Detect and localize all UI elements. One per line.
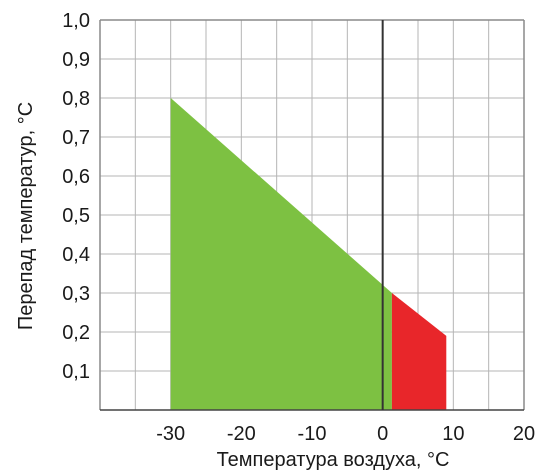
- y-tick-label: 0,7: [62, 127, 90, 149]
- x-tick-label: -10: [298, 423, 327, 445]
- plot-frame: [99, 19, 525, 411]
- y-tick-label: 0,6: [62, 166, 90, 188]
- y-tick-label: 0,1: [62, 361, 90, 383]
- y-tick-label: 0,9: [62, 49, 90, 71]
- y-tick-label: 0,2: [62, 322, 90, 344]
- x-axis-label: Температура воздуха, °С: [217, 449, 450, 471]
- y-tick-label: 0,4: [62, 244, 90, 266]
- x-tick-label: -20: [227, 423, 256, 445]
- x-tick-label: 20: [513, 423, 535, 445]
- x-tick-label: 0: [377, 423, 388, 445]
- y-axis-ticks: 0,1 0,2 0,3 0,4 0,5 0,6 0,7 0,8 0,9 1,0: [62, 10, 90, 383]
- y-tick-label: 1,0: [62, 10, 90, 32]
- area-series-1: [170, 98, 392, 410]
- y-tick-label: 0,5: [62, 205, 90, 227]
- x-tick-label: -30: [156, 423, 185, 445]
- x-axis-ticks: -30 -20 -10 0 10 20: [156, 423, 535, 445]
- y-axis-label: Перепад температур, °С: [15, 102, 37, 330]
- area-series-2: [391, 293, 447, 410]
- x-tick-label: 10: [442, 423, 464, 445]
- y-tick-label: 0,8: [62, 88, 90, 110]
- y-tick-label: 0,3: [62, 283, 90, 305]
- chart-areas: [170, 98, 447, 410]
